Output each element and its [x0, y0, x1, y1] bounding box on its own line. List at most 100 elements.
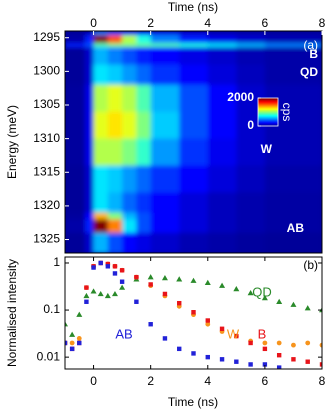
heat-cell	[93, 192, 109, 214]
data-point	[104, 292, 111, 299]
heat-cell	[65, 47, 86, 66]
y-tick-label: 1305	[33, 97, 60, 111]
x-tick-label: 8	[319, 374, 326, 388]
colorbar-step	[258, 118, 278, 120]
heat-cell	[122, 192, 137, 214]
colorbar-step	[258, 112, 278, 114]
colorbar-step	[258, 120, 278, 122]
data-point	[69, 340, 75, 346]
colorbar-step	[258, 112, 278, 115]
heat-cell	[236, 138, 266, 167]
colorbar-step	[258, 103, 278, 106]
data-point	[98, 260, 103, 266]
data-point	[276, 365, 282, 369]
heat-cell	[179, 43, 209, 48]
heat-cell	[150, 192, 180, 214]
heat-cell	[122, 219, 137, 234]
panel-label: (a)	[303, 38, 318, 52]
data-point	[65, 340, 68, 346]
heat-cell	[122, 212, 137, 220]
x-tick-label: 4	[204, 16, 211, 30]
x-tick-label: 4	[204, 374, 211, 388]
heat-cell	[179, 219, 209, 234]
y-tick-label: 0.1	[43, 302, 60, 316]
heat-cell	[107, 232, 123, 253]
heat-cell	[65, 212, 86, 220]
data-point	[119, 284, 126, 290]
heat-cell	[179, 165, 209, 193]
data-point	[261, 295, 268, 301]
heat-cell	[179, 212, 209, 220]
heat-cell	[65, 232, 86, 253]
y-tick-label: 1295	[33, 30, 60, 44]
heat-cell	[122, 64, 137, 86]
heat-cell	[122, 31, 137, 36]
heat-cell	[107, 35, 123, 44]
colorbar-tick-label: 0	[247, 118, 254, 132]
data-point	[147, 274, 154, 280]
data-point	[76, 311, 83, 317]
heat-cell	[93, 43, 109, 48]
y-tick-label: 1310	[33, 131, 60, 145]
y-tick-label: 1320	[33, 198, 60, 212]
heat-cell	[107, 192, 123, 214]
heat-cell	[179, 84, 209, 113]
heat-cell	[207, 64, 237, 86]
heat-cell	[150, 212, 180, 220]
heat-cell	[136, 35, 152, 44]
colorbar-step	[258, 121, 278, 123]
data-point	[162, 291, 168, 297]
data-point	[65, 321, 68, 327]
heat-cell	[84, 64, 95, 86]
data-point	[319, 362, 322, 367]
heat-cell	[107, 84, 123, 113]
y-tick-label: 1315	[33, 164, 60, 178]
data-point	[134, 299, 139, 304]
heat-cell	[264, 219, 322, 234]
heat-cell	[207, 31, 237, 36]
heat-cell	[236, 43, 266, 48]
annotation: QD	[300, 65, 318, 79]
data-point	[177, 346, 182, 352]
data-point	[119, 268, 125, 273]
data-point	[291, 342, 296, 348]
heat-cell	[179, 232, 209, 253]
heat-cell	[207, 43, 237, 48]
heat-cell	[65, 111, 86, 140]
data-point	[276, 298, 283, 304]
heat-cell	[65, 84, 86, 113]
data-point	[91, 265, 96, 270]
frame	[64, 30, 323, 254]
colorbar-step	[258, 110, 278, 112]
heat-cell	[107, 43, 123, 48]
heat-cell	[207, 232, 237, 253]
data-point	[290, 301, 297, 307]
x-tick-label: 0	[90, 16, 97, 30]
heat-cell	[264, 35, 322, 44]
heat-cell	[207, 47, 237, 66]
heat-cell	[93, 165, 109, 193]
data-point	[177, 300, 182, 306]
heat-cell	[122, 232, 137, 253]
heat-cell	[65, 31, 86, 36]
heat-cell	[93, 64, 109, 86]
data-point	[234, 333, 239, 339]
data-point	[205, 318, 210, 323]
colorbar-step	[258, 111, 278, 113]
legend-label: AB	[115, 326, 132, 341]
colorbar-step	[258, 100, 278, 103]
heat-cell	[122, 35, 137, 44]
heat-cell	[84, 84, 95, 113]
heat-cell	[84, 31, 95, 36]
y-axis-title: Normalised intensity	[5, 259, 19, 367]
heat-cell	[122, 84, 137, 113]
colorbar-step	[258, 99, 278, 102]
heat-cell	[84, 212, 95, 220]
data-point	[262, 346, 268, 352]
heat-cell	[179, 47, 209, 66]
colorbar-step	[258, 119, 278, 121]
x-tick-label: 2	[147, 16, 154, 30]
data-point	[319, 342, 322, 348]
heat-cell	[122, 43, 137, 48]
frame	[64, 256, 323, 370]
